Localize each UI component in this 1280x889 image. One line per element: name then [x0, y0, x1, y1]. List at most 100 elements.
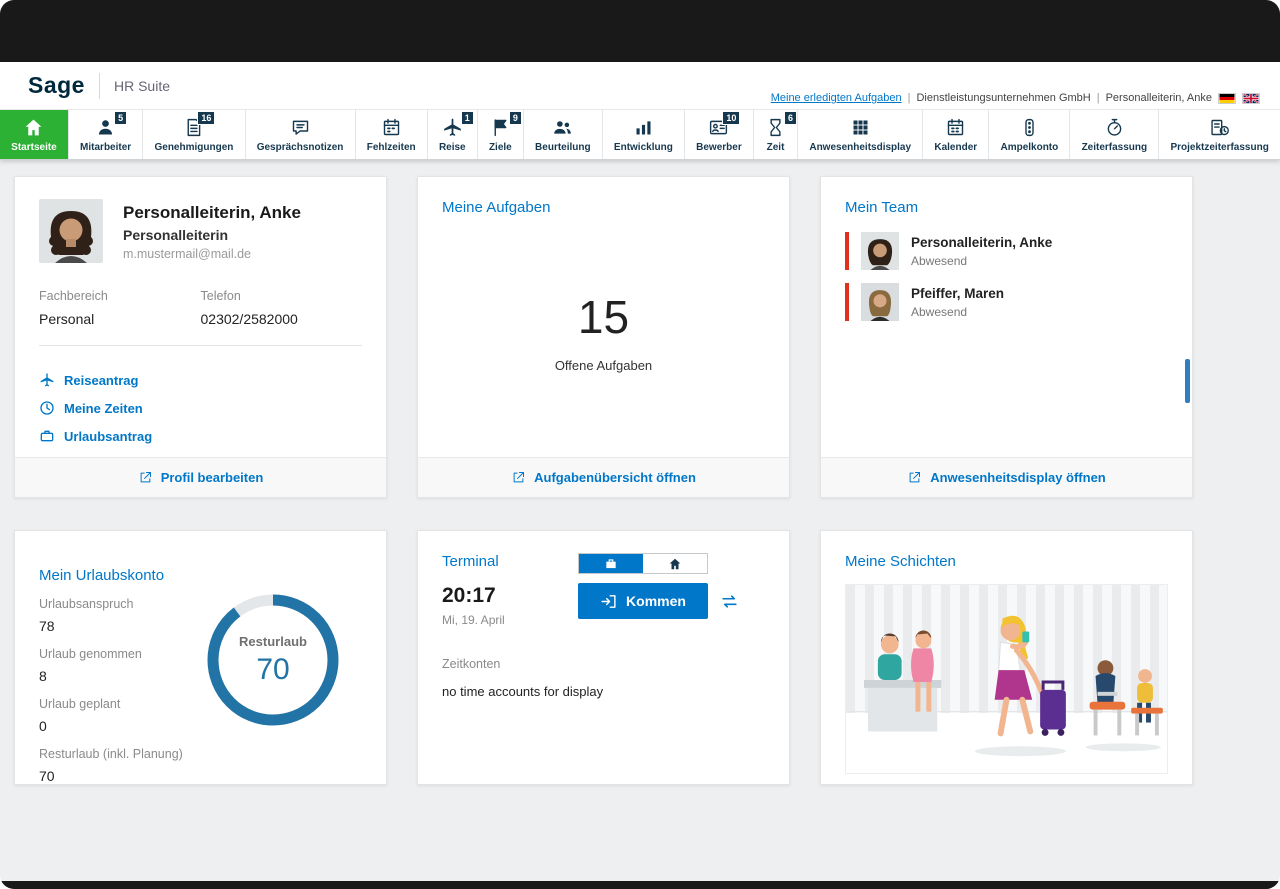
- team-member-row[interactable]: Pfeiffer, Maren Abwesend: [845, 283, 1168, 321]
- open-tasks-overview-button[interactable]: Aufgabenübersicht öffnen: [418, 457, 789, 497]
- nav-item-kalender[interactable]: Kalender: [922, 110, 988, 159]
- travel-request-link[interactable]: Reiseantrag: [39, 372, 211, 388]
- nav-item-mitarbeiter[interactable]: 5 Mitarbeiter: [67, 110, 142, 159]
- team-card: Mein Team Personalleiterin, Anke Abwesen…: [820, 176, 1193, 498]
- open-tasks-count: 15: [577, 291, 630, 343]
- header-separator: |: [1096, 92, 1100, 104]
- hourglass-icon: 6: [765, 110, 798, 139]
- stopwatch-icon: [1104, 117, 1125, 139]
- team-title: Mein Team: [845, 199, 919, 216]
- edit-profile-button[interactable]: Profil bearbeiten: [15, 457, 386, 497]
- vacation-request-link[interactable]: Urlaubsantrag: [39, 428, 211, 444]
- browser-bottom-bar: [0, 881, 1280, 889]
- sage-logo: Sage: [28, 72, 85, 98]
- nav-item-anwesenheitsdisplay[interactable]: Anwesenheitsdisplay: [797, 110, 922, 159]
- nav-item-zeit[interactable]: 6 Zeit: [752, 110, 798, 159]
- main-nav: Startseite 5 Mitarbeiter 16 Genehmigunge…: [0, 110, 1280, 160]
- calendar-icon: [945, 117, 966, 139]
- member-avatar: [861, 283, 899, 321]
- nav-badge: 16: [197, 110, 216, 126]
- member-avatar: [861, 232, 899, 270]
- nav-badge: 1: [460, 110, 474, 126]
- calendar-icon: [381, 117, 402, 139]
- nav-item-startseite[interactable]: Startseite: [0, 110, 68, 159]
- app-header: Sage HR Suite Meine erledigten Aufgaben …: [0, 62, 1280, 110]
- clock-icon: [40, 401, 54, 415]
- vacation-account-card: Mein Urlaubskonto Urlaubsanspruch 78 Url…: [14, 530, 387, 785]
- time-accounts-label: Zeitkonten: [442, 657, 501, 671]
- nav-item-projektzeiterfassung[interactable]: Projektzeiterfassung: [1158, 110, 1280, 159]
- shifts-title: Meine Schichten: [845, 553, 956, 570]
- external-link-icon: [909, 472, 921, 483]
- profile-role: Personalleiterin: [123, 227, 229, 243]
- external-link-icon: [140, 472, 151, 483]
- product-name: HR Suite: [113, 77, 171, 94]
- nav-item-entwicklung[interactable]: Entwicklung: [601, 110, 684, 159]
- terminal-mode-toggle: [578, 553, 708, 574]
- swap-direction-icon[interactable]: [720, 592, 739, 611]
- member-status: Abwesend: [911, 304, 968, 319]
- open-presence-display-button[interactable]: Anwesenheitsdisplay öffnen: [821, 457, 1192, 497]
- nav-item-genehmigungen[interactable]: 16 Genehmigungen: [142, 110, 244, 159]
- profile-avatar: [39, 199, 103, 263]
- home-mode-button[interactable]: [643, 554, 707, 573]
- briefcase-icon: [606, 558, 616, 568]
- person-icon: 5: [95, 110, 128, 139]
- nav-item-zeiterfassung[interactable]: Zeiterfassung: [1069, 110, 1158, 159]
- team-scrollbar[interactable]: [1185, 359, 1190, 403]
- id-card-icon: 10: [708, 110, 741, 139]
- uk-flag-icon[interactable]: [1242, 92, 1260, 104]
- tasks-card: Meine Aufgaben 15 Offene Aufgaben Aufgab…: [417, 176, 790, 498]
- nav-item-ampelkonto[interactable]: Ampelkonto: [988, 110, 1069, 159]
- traffic-light-icon: [1019, 117, 1040, 139]
- german-flag-icon[interactable]: [1218, 92, 1236, 104]
- time-accounts-empty-message: no time accounts for display: [442, 684, 604, 699]
- plane-icon: [40, 373, 54, 387]
- tasks-title: Meine Aufgaben: [442, 199, 551, 216]
- external-link-icon: [513, 472, 525, 483]
- nav-badge: 5: [114, 110, 128, 126]
- done-tasks-link[interactable]: Meine erledigten Aufgaben: [770, 92, 902, 104]
- nav-item-ziele[interactable]: 9 Ziele: [476, 110, 523, 159]
- grid-icon: [850, 117, 871, 139]
- donut-label: Resturlaub: [239, 633, 307, 649]
- absence-status-bar: [845, 283, 849, 321]
- nav-badge: 9: [508, 110, 522, 126]
- header-separator: |: [907, 92, 911, 104]
- home-icon: [23, 117, 44, 139]
- terminal-card: Terminal 20:17 Mi, 19. April: [417, 530, 790, 785]
- flag-icon: 9: [490, 110, 522, 139]
- clipboard-clock-icon: [1209, 117, 1230, 139]
- department-value: Personal: [39, 311, 95, 327]
- home-icon: [669, 558, 681, 569]
- my-times-link[interactable]: Meine Zeiten: [39, 400, 211, 416]
- team-member-row[interactable]: Personalleiterin, Anke Abwesend: [845, 232, 1168, 270]
- nav-item-beurteilung[interactable]: Beurteilung: [522, 110, 602, 159]
- nav-badge: 6: [784, 110, 798, 126]
- member-status: Abwesend: [911, 253, 968, 268]
- nav-item-reise[interactable]: 1 Reise: [426, 110, 477, 159]
- company-name[interactable]: Dienstleistungsunternehmen GmbH: [916, 92, 1091, 104]
- kommen-button[interactable]: Kommen: [578, 583, 708, 619]
- terminal-title: Terminal: [442, 553, 499, 570]
- documents-icon: 16: [183, 110, 216, 139]
- browser-chrome-bar: [0, 0, 1280, 62]
- logo-divider: [98, 72, 100, 99]
- work-mode-button[interactable]: [579, 554, 643, 573]
- donut-value: 70: [256, 652, 290, 686]
- bar-chart-icon: [633, 117, 654, 139]
- nav-item-gespraechsnotizen[interactable]: Gesprächsnotizen: [244, 110, 355, 159]
- profile-divider: [39, 345, 362, 346]
- nav-item-bewerber[interactable]: 10 Bewerber: [683, 110, 753, 159]
- nav-badge: 10: [722, 110, 741, 126]
- profile-name: Personalleiterin, Anke: [123, 203, 301, 222]
- nav-item-fehlzeiten[interactable]: Fehlzeiten: [354, 110, 427, 159]
- header-user-area: Meine erledigten Aufgaben | Dienstleistu…: [771, 92, 1260, 109]
- current-user[interactable]: Personalleiterin, Anke: [1105, 92, 1212, 104]
- open-tasks-caption: Offene Aufgaben: [554, 358, 653, 373]
- shifts-card: Meine Schichten: [820, 530, 1193, 785]
- shifts-illustration: [845, 584, 1168, 774]
- phone-label: Telefon: [200, 289, 241, 303]
- sign-in-icon: [601, 594, 616, 608]
